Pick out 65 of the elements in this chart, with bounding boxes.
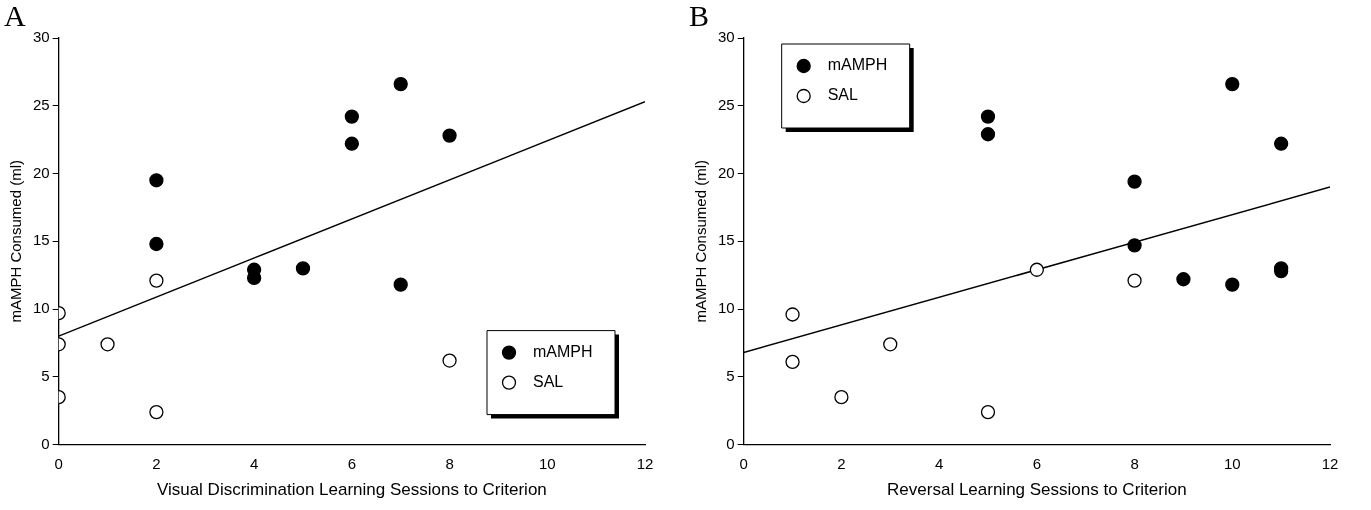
- x-tick-label: 6: [1032, 454, 1042, 472]
- x-tick-label: 10: [538, 454, 556, 472]
- point: [1127, 238, 1142, 253]
- point: [1225, 76, 1240, 92]
- y-tick-label: 30: [718, 28, 735, 46]
- y-axis-title: mAMPH Consumed (ml): [692, 160, 710, 323]
- point: [149, 404, 164, 420]
- y-axis-title: mAMPH Consumed (ml): [7, 160, 25, 323]
- y-tick-label: 10: [718, 299, 735, 317]
- legend-label: SAL: [533, 373, 564, 391]
- y-tick-label: 15: [718, 231, 735, 249]
- point: [980, 109, 996, 124]
- y-tick-label: 0: [41, 434, 50, 452]
- legend-label: mAMPH: [533, 343, 593, 361]
- x-tick-label: 0: [54, 454, 63, 472]
- y-tick-label: 5: [41, 366, 50, 384]
- point: [1127, 273, 1142, 288]
- y-tick-label: 25: [33, 95, 50, 113]
- point: [1273, 136, 1289, 151]
- point: [393, 277, 408, 292]
- point: [295, 261, 311, 276]
- point: [344, 136, 359, 151]
- chart-title: B: [689, 0, 710, 32]
- point: [1176, 272, 1191, 287]
- x-tick-label: 4: [934, 454, 944, 472]
- point: [980, 127, 996, 142]
- y-tick-label: 10: [33, 299, 50, 317]
- point: [442, 128, 457, 143]
- point: [1225, 277, 1240, 292]
- point: [1127, 174, 1142, 189]
- x-tick-label: 10: [1223, 454, 1241, 472]
- x-tick-label: 2: [837, 454, 846, 472]
- point: [785, 354, 800, 370]
- x-tick-label: 8: [1130, 454, 1139, 472]
- y-tick-label: 0: [726, 434, 735, 452]
- point: [834, 390, 849, 405]
- point: [149, 236, 164, 252]
- y-tick-label: 25: [718, 95, 735, 113]
- x-axis-title: Visual Discrimination Learning Sessions to Criterion: [156, 480, 547, 500]
- y-tick-label: 20: [33, 163, 50, 181]
- point: [785, 307, 800, 322]
- point: [980, 404, 996, 420]
- point: [1029, 262, 1044, 277]
- legend-label: SAL: [827, 86, 859, 104]
- legend-label: mAMPH: [827, 56, 888, 74]
- y-tick-label: 20: [718, 163, 735, 181]
- point: [149, 273, 164, 288]
- point: [149, 173, 164, 188]
- y-tick-label: 5: [726, 366, 735, 384]
- x-tick-label: 4: [249, 454, 259, 472]
- x-tick-label: 2: [152, 454, 161, 472]
- x-tick-label: 12: [636, 454, 654, 472]
- x-tick-label: 12: [1321, 454, 1339, 472]
- x-tick-label: 6: [347, 454, 357, 472]
- x-axis-title: Reversal Learning Sessions to Criterion: [887, 480, 1187, 500]
- point: [442, 353, 457, 368]
- point: [344, 109, 359, 124]
- y-tick-label: 15: [33, 231, 50, 249]
- x-tick-label: 0: [739, 454, 748, 472]
- point: [883, 337, 898, 352]
- x-tick-label: 8: [445, 454, 454, 472]
- y-tick-label: 30: [33, 28, 50, 46]
- chart-title: A: [4, 0, 26, 32]
- point: [393, 76, 408, 92]
- point: [100, 337, 115, 352]
